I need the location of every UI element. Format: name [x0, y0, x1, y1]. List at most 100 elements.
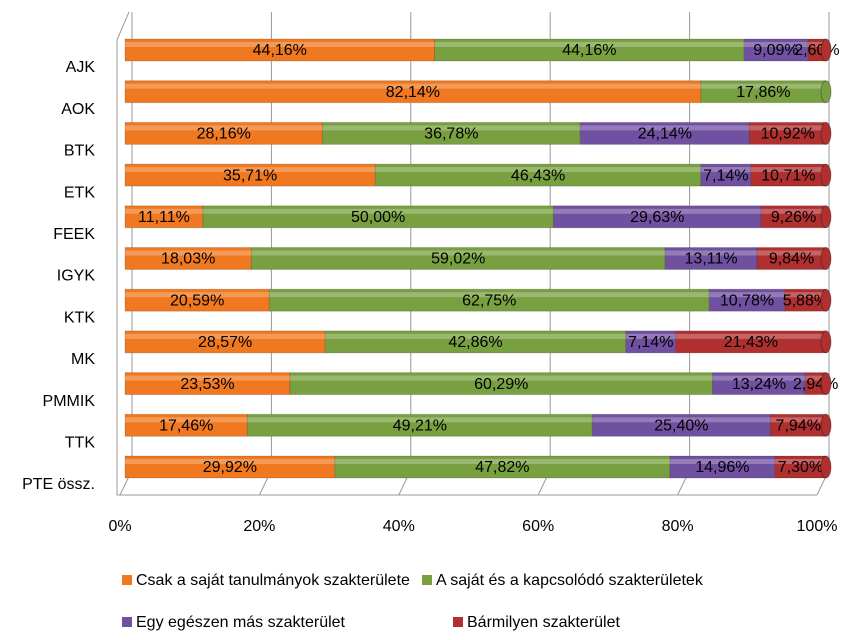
data-label: 10,71% [761, 167, 815, 184]
data-label: 11,11% [138, 209, 190, 226]
data-label: 2,60% [794, 42, 839, 59]
bar-highlight [774, 459, 826, 464]
legend-swatch [453, 617, 463, 627]
legend-label: Egy egészen más szakterület [136, 614, 346, 631]
x-tick-label: 40% [383, 518, 415, 535]
legend-swatch [422, 575, 432, 585]
y-tick-label: PMMIK [43, 393, 96, 410]
y-tick-label: TTK [65, 435, 96, 452]
data-label: 7,14% [703, 167, 748, 184]
bar-highlight [757, 250, 826, 256]
bar-cap [820, 80, 832, 104]
bar-highlight [125, 292, 270, 298]
data-label: 29,92% [203, 459, 257, 476]
y-tick-label: MK [71, 351, 95, 368]
bar-highlight [805, 375, 826, 381]
y-tick-label: PTE össz. [22, 476, 95, 493]
data-label: 36,78% [424, 126, 478, 143]
bar-highlight [269, 292, 710, 298]
bar-highlight [125, 208, 203, 214]
data-label: 13,11% [685, 251, 738, 268]
data-label: 7,30% [778, 459, 823, 476]
legend-label: Bármilyen szakterület [467, 614, 621, 631]
data-label: 60,29% [474, 376, 528, 393]
legend-swatch [122, 617, 132, 627]
data-label: 47,82% [475, 459, 529, 476]
bar-highlight [325, 333, 626, 339]
data-label: 2,94% [793, 376, 838, 393]
bar-highlight [251, 250, 666, 256]
data-label: 29,63% [630, 209, 684, 226]
data-label: 50,00% [351, 209, 405, 226]
bar-highlight [125, 417, 248, 423]
axis-wall [116, 11, 130, 41]
x-tick-label: 0% [108, 518, 131, 535]
data-label: 14,96% [695, 459, 749, 476]
bar-highlight [770, 417, 827, 423]
y-tick-label: IGYK [57, 268, 96, 285]
data-label: 9,09% [753, 42, 798, 59]
bar-highlight [334, 459, 670, 464]
data-label: 24,14% [638, 126, 692, 143]
data-label: 5,88% [783, 292, 828, 309]
bar-segment [712, 372, 806, 396]
bar-cap [820, 205, 832, 229]
bar-highlight [125, 83, 701, 89]
data-label: 42,86% [448, 334, 502, 351]
data-label: 7,14% [628, 334, 673, 351]
bar-cap [820, 330, 832, 354]
bar-highlight [375, 167, 701, 173]
bar-segment [124, 247, 252, 270]
bar-cap [820, 38, 832, 62]
data-label: 18,03% [161, 251, 215, 268]
bar-highlight [700, 83, 826, 89]
bar-highlight [665, 250, 758, 256]
bar-highlight [744, 42, 808, 47]
bar-highlight [700, 167, 751, 173]
data-label: 20,59% [170, 292, 224, 309]
bar-segment [124, 413, 248, 437]
x-tick-label: 80% [662, 518, 694, 535]
data-label: 10,92% [761, 126, 815, 143]
bar-highlight [434, 42, 745, 47]
data-label: 59,02% [431, 251, 485, 268]
data-label: 7,94% [776, 418, 821, 435]
x-tick-label: 100% [797, 518, 838, 535]
y-tick-label: AOK [61, 101, 95, 118]
x-tick-label: 20% [243, 518, 275, 535]
bar-highlight [750, 167, 826, 173]
x-tick-label: 60% [522, 518, 554, 535]
bar-cap [820, 247, 832, 270]
legend-label: Csak a saját tanulmányok szakterülete [136, 572, 410, 589]
bar-highlight [289, 375, 713, 381]
bar-highlight [784, 292, 826, 298]
bar-highlight [669, 459, 775, 464]
data-label: 28,16% [197, 126, 251, 143]
data-label: 82,14% [386, 84, 440, 101]
bar-cap [820, 121, 832, 145]
bar-highlight [625, 333, 676, 339]
bar-highlight [125, 125, 323, 131]
data-label: 28,57% [198, 334, 252, 351]
bar-cap [820, 372, 832, 396]
bar-highlight [125, 333, 326, 339]
bar-highlight [322, 125, 581, 131]
y-tick-label: FEEK [53, 226, 95, 243]
data-label: 9,84% [769, 251, 814, 268]
data-label: 17,86% [736, 84, 790, 101]
bar-cap [820, 455, 832, 479]
bar-highlight [761, 208, 826, 214]
data-label: 13,24% [732, 376, 786, 393]
data-label: 17,46% [159, 418, 213, 435]
data-label: 23,53% [180, 376, 234, 393]
bar-highlight [125, 250, 252, 256]
y-tick-label: KTK [64, 309, 95, 326]
bar-highlight [247, 417, 593, 423]
bar-highlight [553, 208, 762, 214]
data-label: 44,16% [562, 42, 616, 59]
data-label: 62,75% [462, 292, 516, 309]
bar-highlight [202, 208, 554, 214]
data-label: 35,71% [223, 167, 277, 184]
bar-highlight [749, 125, 826, 131]
